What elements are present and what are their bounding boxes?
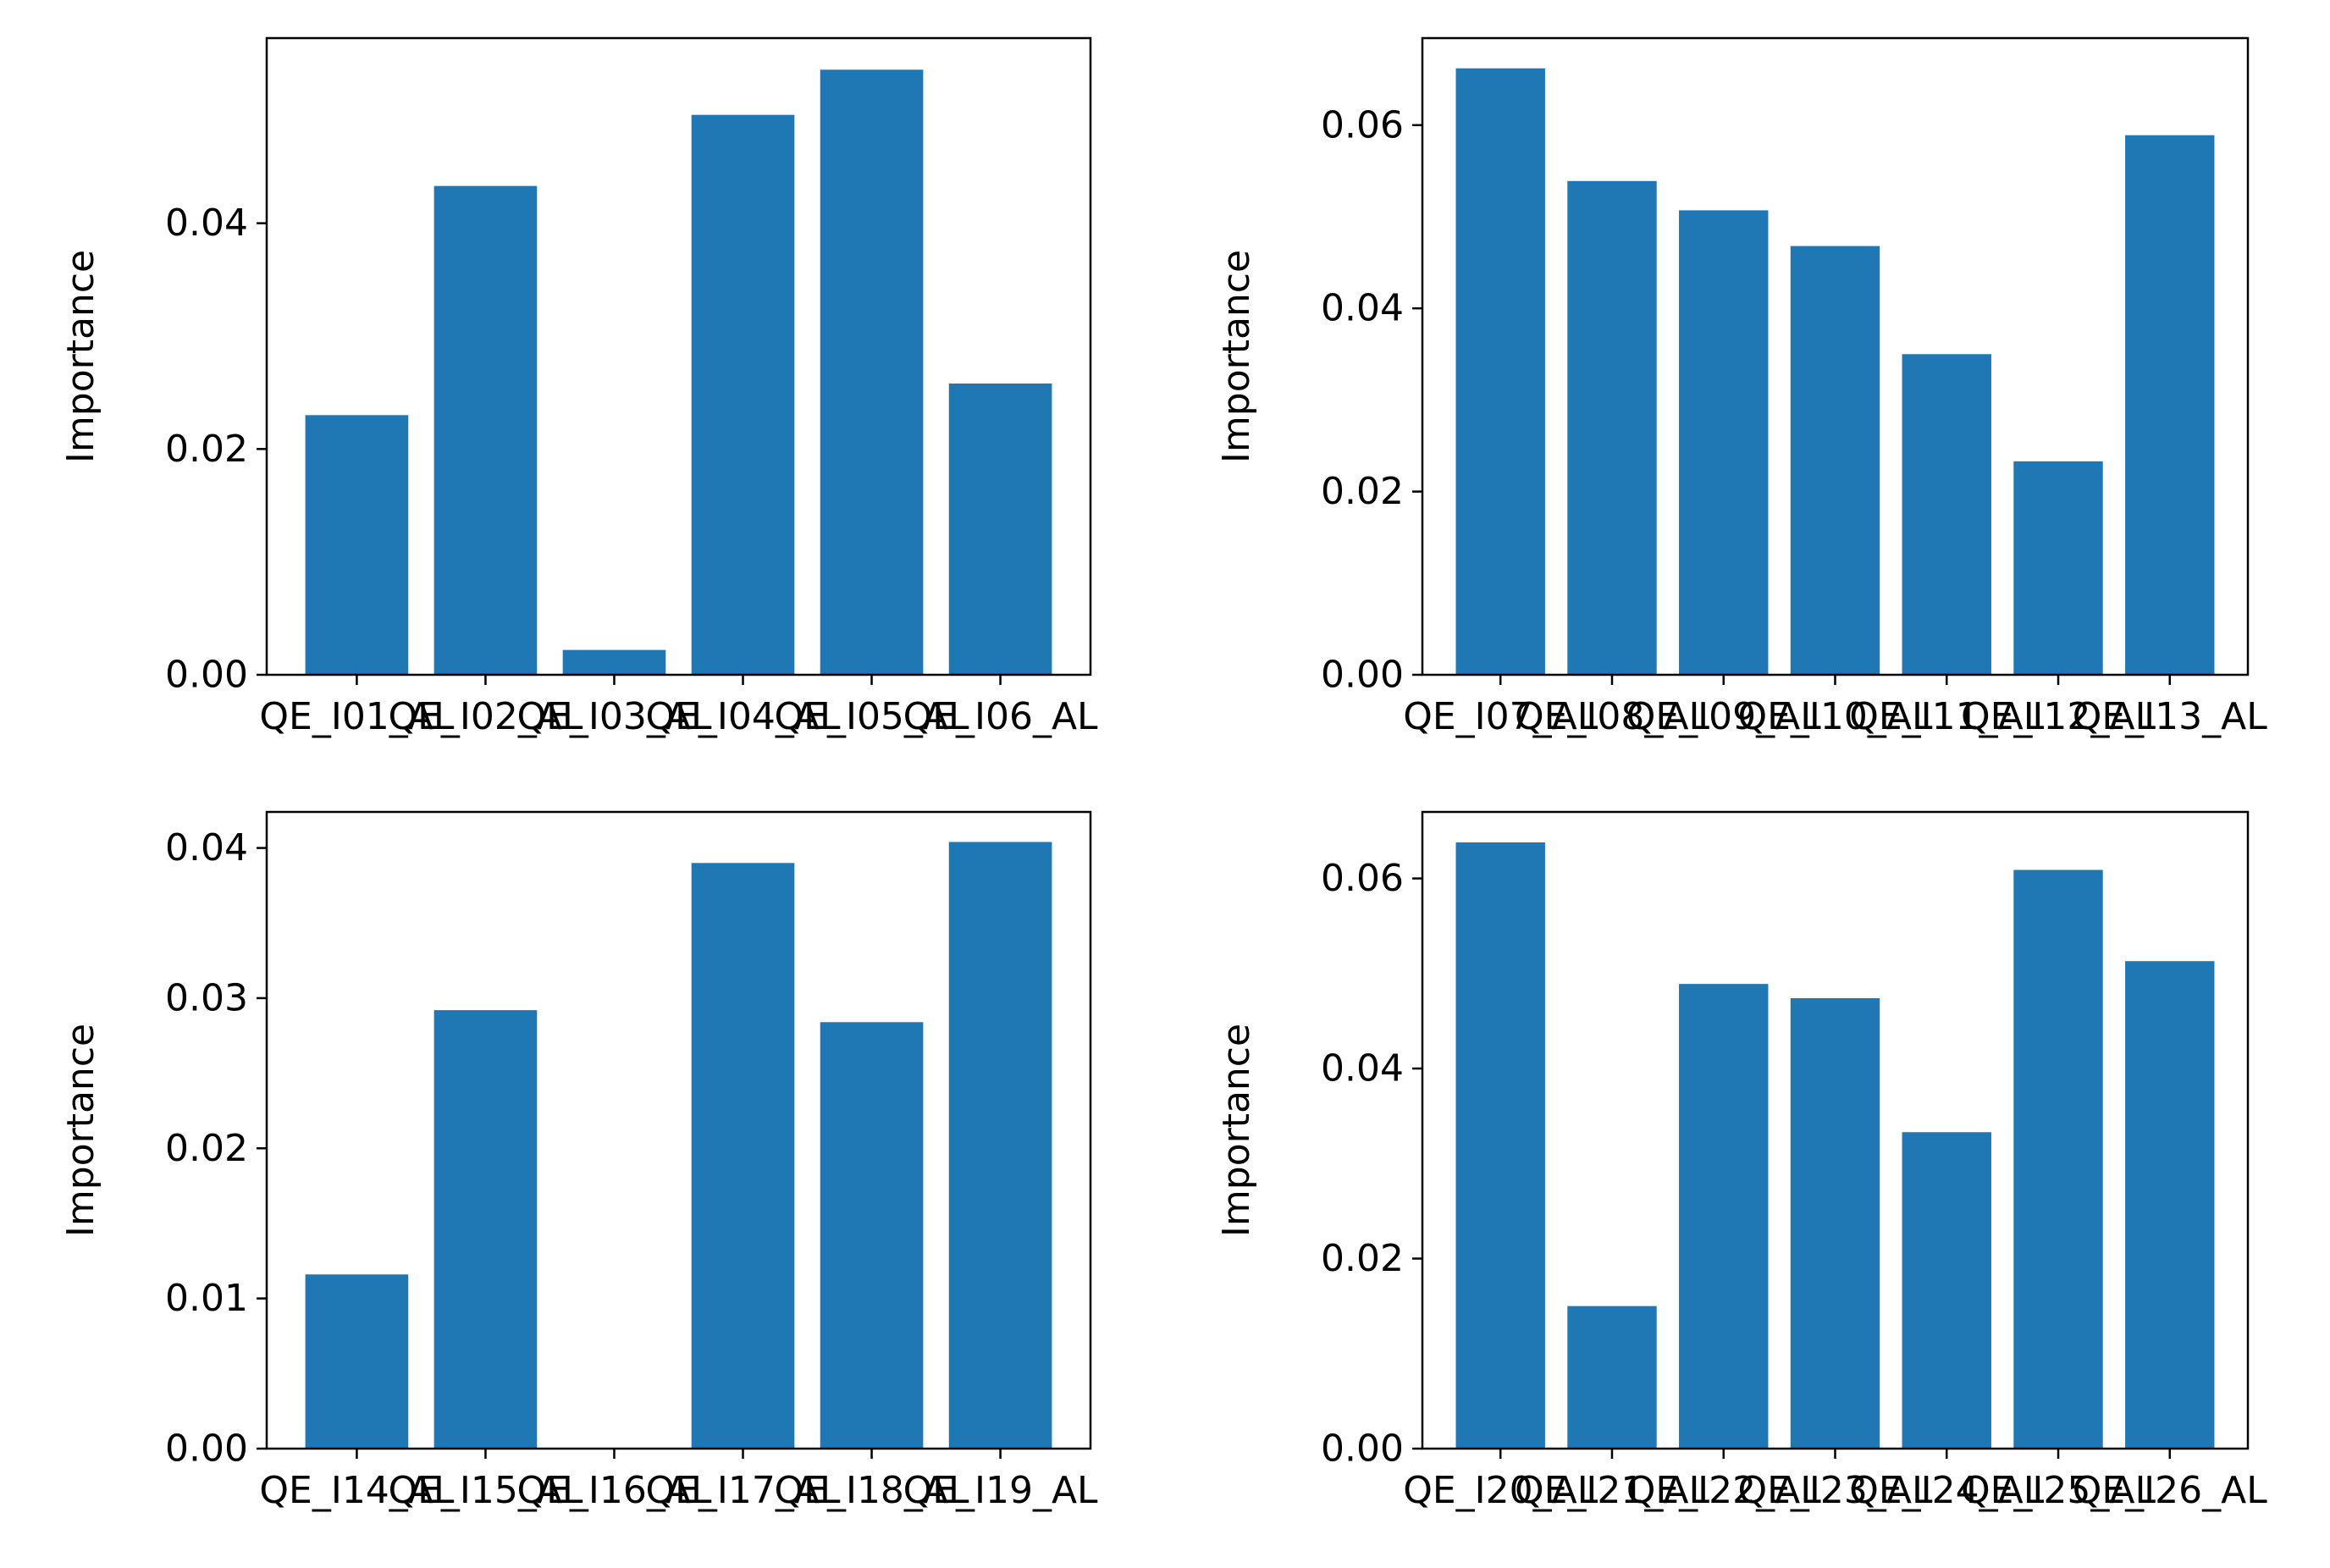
x-tick-label: QE_I19_AL	[903, 1469, 1098, 1512]
bar-QE_I26_AL	[2125, 961, 2215, 1449]
x-tick-label: QE_I12_AL	[1961, 695, 2156, 738]
x-tick-label: QE_I23_AL	[1737, 1469, 1932, 1512]
y-axis-label: Importance	[59, 1024, 102, 1237]
bar-QE_I07_AL	[1455, 68, 1545, 675]
x-tick-label: QE_I07_AL	[1403, 695, 1598, 738]
bar-QE_I09_AL	[1679, 210, 1769, 675]
x-tick-label: QE_I10_AL	[1737, 695, 1932, 738]
x-tick-label: QE_I20_AL	[1403, 1469, 1598, 1512]
bar-QE_I08_AL	[1567, 180, 1657, 675]
bar-QE_I03_AL	[562, 649, 666, 675]
y-tick-label: 0.01	[165, 1277, 248, 1320]
x-tick-label: QE_I06_AL	[903, 695, 1098, 738]
bar-QE_I11_AL	[1902, 354, 1991, 675]
bar-QE_I24_AL	[1902, 1132, 1991, 1449]
y-tick-label: 0.04	[165, 202, 248, 245]
x-tick-label: QE_I22_AL	[1626, 1469, 1821, 1512]
x-tick-label: QE_I08_AL	[1515, 695, 1709, 738]
bar-QE_I06_AL	[948, 384, 1052, 675]
y-tick-label: 0.06	[1321, 857, 1404, 900]
subplot-1: 0.000.020.04QE_I01_ALQE_I02_ALQE_I03_ALQ…	[59, 36, 1098, 738]
x-tick-label: QE_I04_AL	[646, 695, 841, 738]
bar-QE_I02_AL	[433, 185, 538, 675]
bar-QE_I19_AL	[948, 842, 1052, 1449]
y-tick-label: 0.02	[1321, 1237, 1404, 1280]
bar-QE_I12_AL	[2013, 461, 2103, 675]
bar-QE_I15_AL	[433, 1010, 538, 1449]
x-tick-label: QE_I21_AL	[1515, 1469, 1709, 1512]
bar-QE_I10_AL	[1790, 246, 1880, 675]
bar-QE_I21_AL	[1567, 1306, 1657, 1449]
bar-QE_I20_AL	[1455, 842, 1545, 1449]
subplot-3: 0.000.010.020.030.04QE_I14_ALQE_I15_ALQE…	[59, 810, 1098, 1512]
bar-QE_I04_AL	[691, 114, 795, 675]
x-tick-label: QE_I01_AL	[259, 695, 454, 738]
y-tick-label: 0.02	[165, 428, 248, 471]
x-tick-label: QE_I17_AL	[646, 1469, 841, 1512]
x-tick-label: QE_I14_AL	[259, 1469, 454, 1512]
x-tick-label: QE_I03_AL	[516, 695, 711, 738]
x-tick-label: QE_I24_AL	[1849, 1469, 2044, 1512]
axes-frame	[265, 810, 1092, 1450]
y-tick-label: 0.02	[165, 1127, 248, 1170]
y-tick-label: 0.06	[1321, 103, 1404, 146]
x-tick-label: QE_I26_AL	[2073, 1469, 2267, 1512]
y-tick-label: 0.03	[165, 976, 248, 1019]
x-tick-label: QE_I09_AL	[1626, 695, 1821, 738]
bar-QE_I17_AL	[691, 863, 795, 1449]
axes-frame	[265, 36, 1092, 676]
x-tick-label: QE_I11_AL	[1849, 695, 2044, 738]
subplot-4: 0.00 0.02 0.04 0.06 QE_I20_ALQE_I21_ALQE_I22…	[1215, 810, 2267, 1512]
y-tick-label: 0.00	[1321, 654, 1404, 697]
bar-QE_I14_AL	[305, 1274, 409, 1449]
y-axis-label: Importance	[59, 250, 102, 463]
bar-QE_I18_AL	[820, 1022, 924, 1449]
y-tick-label: 0.00	[165, 654, 248, 697]
bar-QE_I22_AL	[1679, 984, 1769, 1449]
y-tick-label: 0.00	[1321, 1427, 1404, 1471]
bar-QE_I05_AL	[820, 69, 924, 676]
y-tick-label: 0.02	[1321, 470, 1404, 513]
x-tick-label: QE_I16_AL	[516, 1469, 711, 1512]
y-tick-label: 0.04	[1321, 287, 1404, 330]
bar-QE_I01_AL	[305, 415, 409, 675]
y-tick-label: 0.04	[1321, 1047, 1404, 1090]
x-tick-label: QE_I25_AL	[1961, 1469, 2156, 1512]
subplot-2: 0.00 0.02 0.04 0.06 QE_I07_ALQE_I08_ALQE_I09…	[1215, 36, 2267, 738]
bar-QE_I13_AL	[2125, 135, 2215, 675]
bar-QE_I23_AL	[1790, 997, 1880, 1449]
x-tick-label: QE_I13_AL	[2073, 695, 2267, 738]
y-axis-label: Importance	[1215, 250, 1258, 463]
x-tick-label: QE_I02_AL	[388, 695, 582, 738]
bar-QE_I25_AL	[2013, 870, 2103, 1449]
y-tick-label: 0.00	[165, 1427, 248, 1471]
x-tick-label: QE_I05_AL	[775, 695, 969, 738]
x-tick-label: QE_I18_AL	[775, 1469, 969, 1512]
x-tick-label: QE_I15_AL	[388, 1469, 582, 1512]
y-tick-label: 0.04	[165, 826, 248, 870]
y-axis-label: Importance	[1215, 1024, 1258, 1237]
